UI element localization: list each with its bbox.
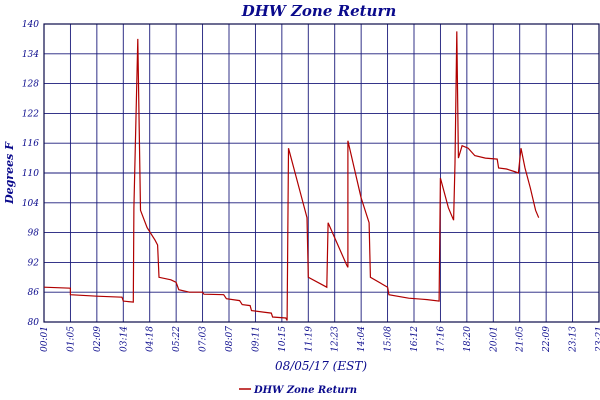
legend-label: DHW Zone Return	[253, 385, 357, 396]
x-tick-label: 03:14	[119, 326, 129, 352]
x-tick-label: 21:05	[516, 326, 526, 353]
x-axis-label: 08/05/17 (EST)	[275, 359, 367, 373]
y-tick-label: 104	[22, 199, 39, 209]
x-tick-label: 17:16	[436, 326, 446, 352]
x-tick-label: 07:03	[199, 326, 209, 352]
x-tick-label: 08:07	[225, 326, 235, 352]
y-tick-labels: 80 86 92 98 104 110 116 122 128 134 140	[22, 20, 39, 328]
y-axis-label: Degrees F	[3, 141, 16, 205]
series-line-dhw-zone-return	[43, 31, 540, 321]
x-tick-label: 04:18	[146, 326, 156, 352]
x-tick-label: 20:01	[489, 326, 499, 353]
x-tick-label: 15:08	[384, 326, 394, 352]
y-tick-label: 92	[28, 258, 40, 268]
y-tick-label: 128	[22, 80, 39, 90]
y-tick-label: 122	[22, 109, 39, 119]
x-tick-labels: 00:01 01:05 02:09 03:14 04:18 05:22 07:03 08:07…	[40, 326, 600, 353]
y-tick-label: 140	[22, 20, 39, 30]
y-tick-label: 134	[22, 50, 39, 60]
plot-frame	[43, 23, 600, 323]
x-tick-label: 09:11	[251, 326, 261, 352]
x-tick-label: 00:01	[40, 326, 50, 352]
legend: DHW Zone Return	[239, 385, 357, 396]
x-tick-label: 14:04	[357, 326, 367, 352]
y-tick-label: 86	[28, 288, 40, 298]
x-tick-label: 12:23	[331, 326, 341, 352]
chart-title: DHW Zone Return	[241, 2, 397, 20]
x-tick-label: 05:22	[172, 326, 182, 352]
x-tick-label: 16:12	[410, 326, 420, 352]
y-tick-label: 116	[22, 139, 39, 149]
y-tick-label: 80	[28, 318, 40, 328]
x-tick-label: 22:09	[542, 326, 552, 353]
x-tick-label: 11:19	[304, 326, 314, 352]
x-tick-label: 01:05	[66, 326, 76, 352]
x-tick-label: 23:13	[569, 326, 579, 353]
x-tick-label: 10:15	[278, 326, 288, 352]
x-tick-label: 23:21	[595, 326, 600, 353]
y-tick-label: 110	[22, 169, 39, 179]
x-tick-label: 18:20	[463, 326, 473, 352]
y-tick-label: 98	[28, 229, 40, 239]
x-tick-label: 02:09	[93, 326, 103, 352]
